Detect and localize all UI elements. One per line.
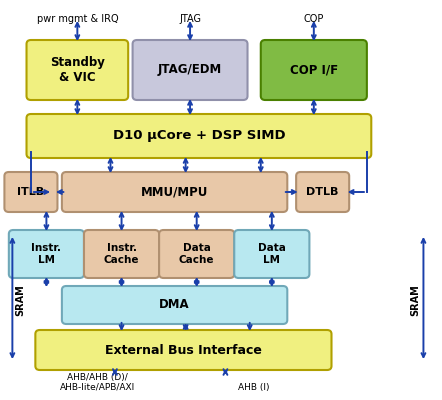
FancyBboxPatch shape — [62, 172, 287, 212]
FancyBboxPatch shape — [84, 230, 159, 278]
Text: External Bus Interface: External Bus Interface — [105, 344, 262, 356]
FancyBboxPatch shape — [133, 40, 248, 100]
Text: AHB/AHB (D)/
AHB-lite/APB/AXI: AHB/AHB (D)/ AHB-lite/APB/AXI — [60, 373, 135, 392]
Text: COP: COP — [304, 14, 324, 24]
Text: SRAM: SRAM — [411, 284, 420, 316]
FancyBboxPatch shape — [261, 40, 367, 100]
Text: ITLB: ITLB — [17, 187, 45, 197]
Text: Instr.
Cache: Instr. Cache — [104, 243, 139, 265]
FancyBboxPatch shape — [296, 172, 349, 212]
FancyBboxPatch shape — [62, 286, 287, 324]
FancyBboxPatch shape — [27, 40, 128, 100]
FancyBboxPatch shape — [159, 230, 234, 278]
Text: MMU/MPU: MMU/MPU — [141, 186, 208, 198]
Text: JTAG: JTAG — [179, 14, 201, 24]
Text: D10 μCore + DSP SIMD: D10 μCore + DSP SIMD — [113, 130, 285, 142]
FancyBboxPatch shape — [9, 230, 84, 278]
Text: DTLB: DTLB — [306, 187, 339, 197]
Text: SRAM: SRAM — [15, 284, 25, 316]
Text: JTAG/EDM: JTAG/EDM — [158, 64, 222, 76]
Text: COP I/F: COP I/F — [290, 64, 338, 76]
Text: Standby
& VIC: Standby & VIC — [50, 56, 105, 84]
Text: Data
Cache: Data Cache — [179, 243, 214, 265]
FancyBboxPatch shape — [35, 330, 332, 370]
Text: pwr mgmt & IRQ: pwr mgmt & IRQ — [37, 14, 118, 24]
Text: DMA: DMA — [159, 298, 190, 312]
Text: Instr.
LM: Instr. LM — [31, 243, 61, 265]
FancyBboxPatch shape — [234, 230, 309, 278]
FancyBboxPatch shape — [4, 172, 57, 212]
FancyBboxPatch shape — [27, 114, 371, 158]
Text: Data
LM: Data LM — [258, 243, 286, 265]
Text: AHB (I): AHB (I) — [238, 383, 270, 392]
